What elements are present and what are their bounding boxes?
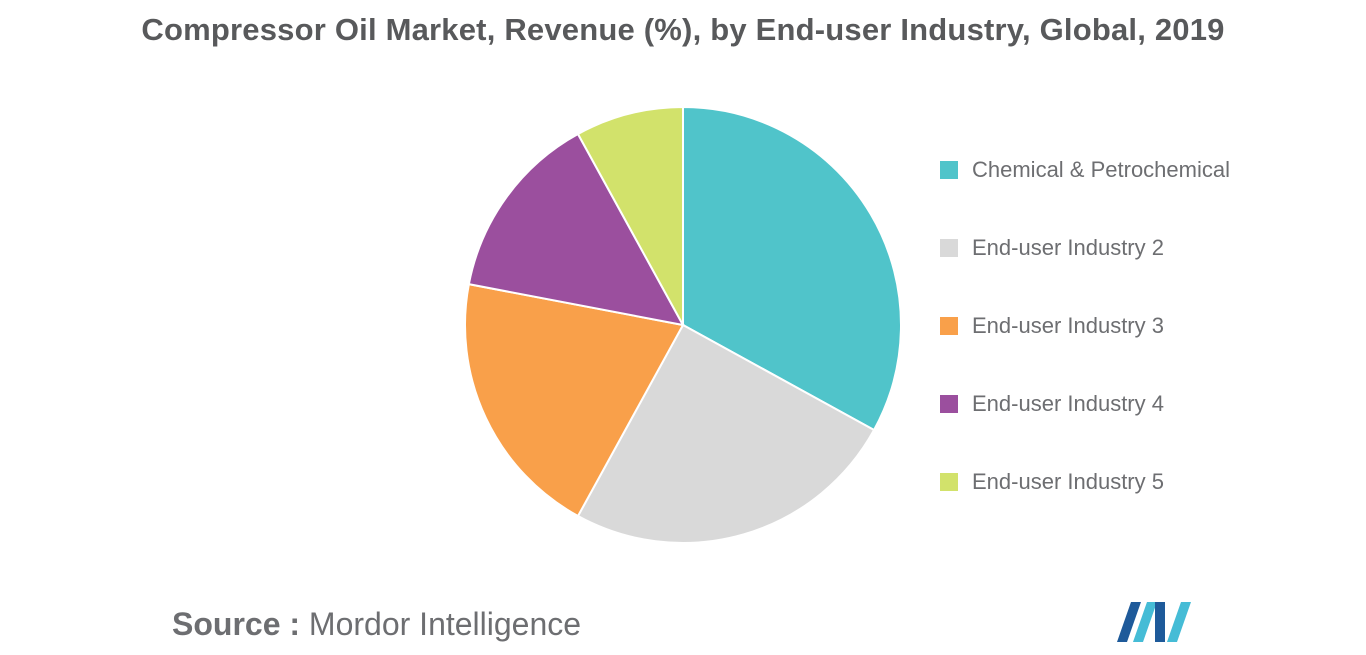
pie-slice-3	[464, 282, 685, 518]
pie-slice-4	[467, 132, 685, 327]
source-label: Source :	[172, 606, 301, 642]
mordor-intelligence-logo-icon	[1117, 602, 1191, 642]
source-text: Mordor Intelligence	[308, 606, 582, 642]
pie-slice-5	[576, 105, 684, 326]
legend-swatch	[940, 317, 958, 335]
legend-label: End-user Industry 5	[972, 469, 1164, 494]
legend-item: End-user Industry 5	[940, 467, 1230, 497]
legend-item: Chemical & Petrochemical	[940, 155, 1230, 185]
legend-label: End-user Industry 4	[972, 391, 1164, 416]
legend-item: End-user Industry 3	[940, 311, 1230, 341]
legend-label: End-user Industry 3	[972, 313, 1164, 338]
legend-item: End-user Industry 2	[940, 233, 1230, 263]
legend-swatch	[940, 161, 958, 179]
legend-swatch	[940, 395, 958, 413]
legend-label: End-user Industry 2	[972, 235, 1164, 260]
legend-swatch	[940, 239, 958, 257]
pie-chart	[464, 105, 902, 544]
chart-legend: Chemical & Petrochemical End-user Industr…	[940, 155, 1230, 545]
legend-swatch	[940, 473, 958, 491]
legend-label: Chemical & Petrochemical	[972, 157, 1230, 182]
legend-item: End-user Industry 4	[940, 389, 1230, 419]
source-note: Source : Mordor Intelligence	[172, 606, 581, 643]
chart-title: Compressor Oil Market, Revenue (%), by E…	[141, 12, 1225, 47]
pie-slice-2	[576, 323, 876, 544]
pie-slice-1	[682, 105, 902, 432]
